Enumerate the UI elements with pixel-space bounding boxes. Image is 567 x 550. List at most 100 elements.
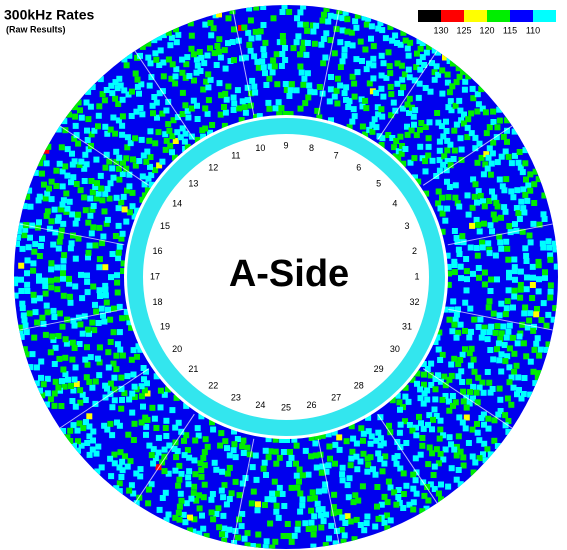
hit-cell: [353, 24, 360, 31]
hit-cell: [512, 221, 518, 228]
hit-cell: [188, 105, 195, 112]
hit-cell: [377, 414, 384, 421]
hit-cell: [547, 288, 554, 295]
hit-cell: [547, 282, 554, 289]
hit-cell: [461, 111, 467, 118]
hit-cell: [496, 176, 503, 183]
hit-cell: [95, 123, 101, 130]
hit-cell: [444, 137, 451, 144]
hit-cell: [459, 379, 466, 385]
hit-cell: [439, 351, 446, 358]
hit-cell: [29, 351, 36, 358]
hit-cell: [374, 503, 380, 510]
hit-cell: [293, 472, 300, 479]
hit-cell: [102, 282, 109, 289]
hit-cell: [278, 63, 285, 69]
hit-cell: [462, 299, 469, 306]
hit-cell: [160, 73, 167, 80]
hit-cell: [334, 75, 341, 82]
hit-cell: [196, 505, 203, 512]
hit-cell: [108, 274, 114, 281]
hit-cell: [58, 144, 65, 151]
hit-cell: [404, 123, 410, 130]
hit-cell: [271, 478, 278, 485]
hit-cell: [70, 422, 77, 429]
hit-cell: [223, 501, 230, 508]
hit-cell: [59, 378, 65, 385]
hit-cell: [514, 187, 521, 194]
hit-cell: [456, 414, 463, 421]
hit-cell: [96, 103, 103, 110]
hit-cell: [339, 464, 346, 471]
hit-cell: [307, 495, 314, 502]
hit-cell: [136, 158, 143, 164]
hit-cell: [226, 452, 233, 459]
hit-cell: [165, 121, 172, 128]
hit-cell: [530, 274, 536, 281]
hit-cell: [24, 288, 31, 294]
separator: [377, 50, 438, 141]
hit-cell: [249, 543, 256, 549]
hit-cell: [210, 25, 217, 32]
hit-cell: [231, 57, 237, 64]
hit-cell: [308, 507, 315, 514]
hit-cell: [478, 334, 485, 341]
sector-label: 2: [412, 246, 417, 256]
hit-cell: [502, 311, 509, 318]
hit-cell: [386, 63, 393, 70]
hit-cell: [194, 425, 201, 432]
hit-cell: [432, 396, 439, 403]
hit-cell: [545, 311, 552, 318]
hit-cell: [316, 84, 323, 90]
hit-cell: [489, 150, 496, 157]
hit-cell: [72, 364, 79, 371]
hit-cell: [19, 305, 26, 312]
sector-label: 18: [153, 297, 163, 307]
hit-cell: [260, 46, 267, 53]
hit-cell: [302, 100, 309, 107]
hit-cell: [369, 121, 376, 128]
hit-cell: [353, 56, 360, 63]
hit-cell: [547, 252, 554, 259]
hit-cell: [319, 17, 326, 24]
hit-cell: [460, 68, 467, 75]
hit-cell: [475, 221, 482, 228]
hit-cell: [393, 460, 400, 467]
hit-cell: [520, 391, 527, 397]
hit-cell: [466, 350, 473, 357]
hit-cell: [145, 500, 152, 507]
hit-cell: [444, 71, 451, 78]
hit-cell: [442, 217, 449, 224]
hit-cell: [478, 86, 485, 93]
hit-cell: [383, 74, 390, 81]
hit-cell: [75, 314, 82, 321]
hit-cell: [469, 426, 476, 433]
hit-cell: [448, 107, 455, 114]
hit-cell: [531, 346, 538, 353]
hit-cell: [247, 102, 254, 109]
hit-cell: [479, 239, 485, 246]
hit-cell: [70, 387, 77, 394]
hit-cell: [177, 134, 184, 141]
hit-cell: [436, 435, 443, 442]
hit-cell: [240, 450, 247, 456]
hit-cell: [272, 105, 279, 112]
hit-cell: [99, 197, 106, 204]
hit-cell: [123, 62, 130, 69]
hit-cell: [409, 427, 416, 434]
hit-cell: [492, 216, 499, 223]
hit-cell: [231, 540, 238, 546]
hit-cell: [522, 147, 529, 154]
hit-cell: [58, 227, 65, 234]
hit-cell: [67, 427, 74, 434]
hit-cell: [102, 123, 109, 130]
hit-cell: [116, 154, 123, 161]
hit-cell: [474, 429, 481, 436]
hit-cell: [454, 200, 461, 207]
hit-cell: [511, 268, 518, 275]
hit-cell: [406, 74, 413, 81]
hit-cell: [455, 306, 461, 313]
hit-cell: [101, 422, 108, 429]
hit-cell: [377, 435, 384, 442]
hit-cell: [440, 133, 447, 140]
